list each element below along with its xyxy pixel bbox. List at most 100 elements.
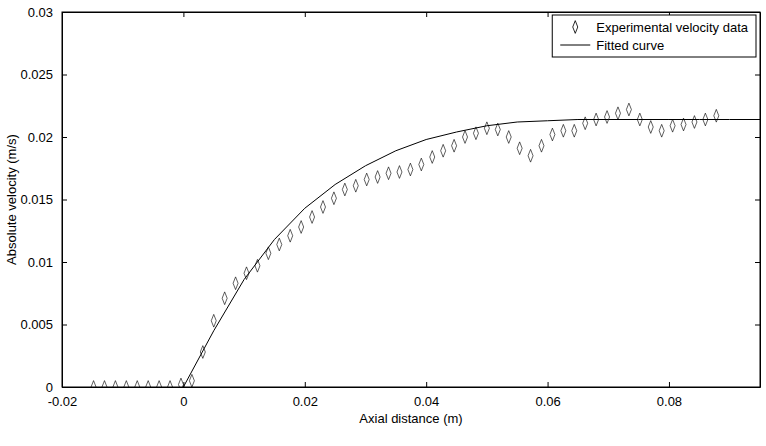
tick-label: 0 (180, 394, 187, 409)
tick-label: 0.01 (28, 255, 53, 270)
tick-mark (305, 12, 306, 17)
x-axis-title: Axial distance (m) (359, 411, 462, 426)
data-point (178, 378, 183, 387)
data-layer (91, 103, 760, 387)
data-point (102, 381, 107, 387)
data-point (572, 124, 577, 137)
plot-background (62, 12, 760, 387)
tick: 0.03 (28, 5, 67, 20)
tick (755, 262, 760, 263)
tick-mark (183, 12, 184, 17)
tick (305, 12, 306, 17)
data-point (386, 167, 391, 180)
data-point (419, 158, 424, 171)
data-point (463, 131, 468, 144)
tick: 0.015 (20, 192, 67, 207)
tick-mark (305, 382, 306, 387)
data-point (320, 201, 325, 214)
data-point (146, 381, 151, 387)
tick: 0.02 (293, 382, 318, 409)
data-point (299, 221, 304, 234)
tick-mark (62, 200, 67, 201)
data-point (168, 381, 173, 387)
data-point (714, 109, 719, 122)
tick-label: 0.005 (20, 317, 53, 332)
tick-mark (62, 75, 67, 76)
data-point (222, 292, 227, 305)
tick-mark (62, 325, 67, 326)
data-point (124, 381, 129, 387)
data-point (331, 192, 336, 205)
data-point (342, 183, 347, 196)
tick-label: 0.06 (535, 394, 560, 409)
data-point (364, 173, 369, 186)
tick-label: 0.08 (657, 394, 682, 409)
data-point (648, 121, 653, 134)
tick: 0.04 (414, 382, 439, 409)
tick: 0.02 (28, 130, 67, 145)
data-point (189, 374, 194, 387)
data-point (550, 128, 555, 141)
data-point (408, 163, 413, 176)
data-point (528, 149, 533, 162)
tick (755, 137, 760, 138)
x-axis: -0.02 0 0.02 0.04 0.06 0.08 (48, 382, 761, 409)
tick: 0.08 (657, 382, 682, 409)
legend-item: Experimental velocity data (573, 20, 749, 35)
tick-label: 0.02 (28, 130, 53, 145)
data-point (288, 229, 293, 242)
fitted-line (183, 120, 760, 388)
tick-label: 0.015 (20, 192, 53, 207)
data-point (692, 116, 697, 129)
chart: -0.02 0 0.02 0.04 0.06 0.080 0.005 0.01 0.015 0.0… (0, 0, 766, 446)
tick-mark (755, 75, 760, 76)
data-point (211, 314, 216, 327)
y-axis-title: Absolute velocity (m/s) (4, 134, 19, 265)
tick: 0.005 (20, 317, 67, 332)
legend-item: Fitted curve (560, 38, 664, 53)
tick (183, 12, 184, 17)
data-point (539, 139, 544, 152)
tick (755, 200, 760, 201)
legend-swatch (573, 21, 578, 34)
legend: Experimental velocity data Fitted curve (552, 15, 756, 57)
legend-swatch (560, 45, 590, 46)
tick: 0.06 (535, 382, 560, 409)
tick-mark (62, 262, 67, 263)
tick (426, 12, 427, 17)
data-point (615, 107, 620, 120)
data-point (430, 151, 435, 164)
tick-mark (755, 262, 760, 263)
tick (548, 12, 549, 17)
tick-mark (426, 12, 427, 17)
data-point (506, 131, 511, 144)
data-point (659, 124, 664, 137)
tick-label: 0.04 (414, 394, 439, 409)
data-point (484, 122, 489, 135)
tick-mark (755, 325, 760, 326)
tick-label: -0.02 (48, 394, 78, 409)
data-point (353, 179, 358, 192)
tick: 0.025 (20, 67, 67, 82)
data-point (135, 381, 140, 387)
y-axis: 00.0050.010.0150.020.0250.03 (20, 5, 67, 395)
data-point (157, 381, 162, 387)
data-point (233, 277, 238, 290)
data-point (670, 119, 675, 132)
tick-mark (548, 12, 549, 17)
legend-box (552, 15, 756, 57)
tick-label: 0.03 (28, 5, 53, 20)
legend-label: Experimental velocity data (596, 20, 749, 35)
tick-mark (62, 137, 67, 138)
tick-label: 0.025 (20, 67, 53, 82)
data-point (375, 171, 380, 184)
data-point (441, 144, 446, 157)
tick (755, 325, 760, 326)
data-point (605, 111, 610, 124)
data-point (452, 139, 457, 152)
data-point (277, 238, 282, 251)
plot-frame (62, 12, 760, 387)
tick-mark (669, 382, 670, 387)
data-point (397, 166, 402, 179)
tick-mark (426, 382, 427, 387)
